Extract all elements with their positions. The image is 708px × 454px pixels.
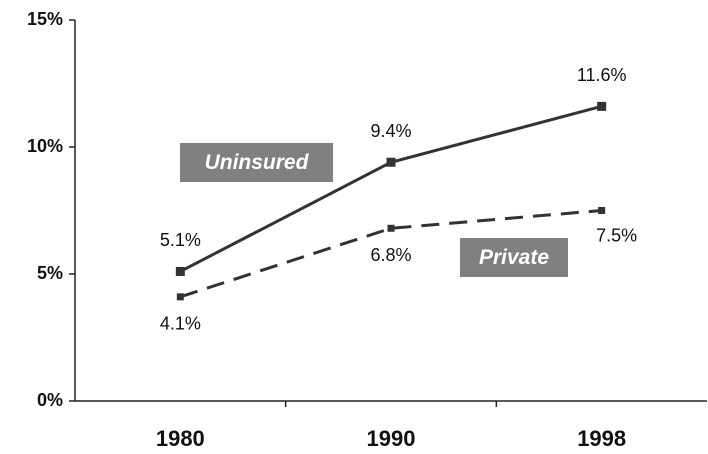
series-name-box [460, 238, 568, 277]
data-label: 7.5% [596, 225, 637, 245]
y-tick-label: 15% [27, 9, 63, 29]
data-point [598, 207, 606, 214]
data-point [175, 266, 185, 276]
x-tick-label: 1980 [156, 426, 205, 451]
data-label: 6.8% [370, 245, 411, 265]
data-label: 5.1% [160, 230, 201, 250]
data-label: 4.1% [160, 314, 201, 334]
y-tick-label: 10% [27, 136, 63, 156]
data-label: 9.4% [370, 121, 411, 141]
y-tick-label: 5% [37, 263, 63, 283]
x-tick-label: 1990 [367, 426, 416, 451]
data-label: 11.6% [577, 65, 627, 85]
data-point [386, 157, 396, 167]
data-point [597, 101, 607, 111]
series-line [179, 209, 602, 299]
x-tick-label: 1998 [577, 426, 626, 451]
data-point [387, 224, 395, 232]
data-point [176, 293, 184, 301]
series-name-box [180, 143, 333, 182]
series-name: Uninsured [205, 151, 310, 174]
y-tick-label: 0% [37, 390, 63, 410]
series-name: Private [479, 246, 549, 269]
